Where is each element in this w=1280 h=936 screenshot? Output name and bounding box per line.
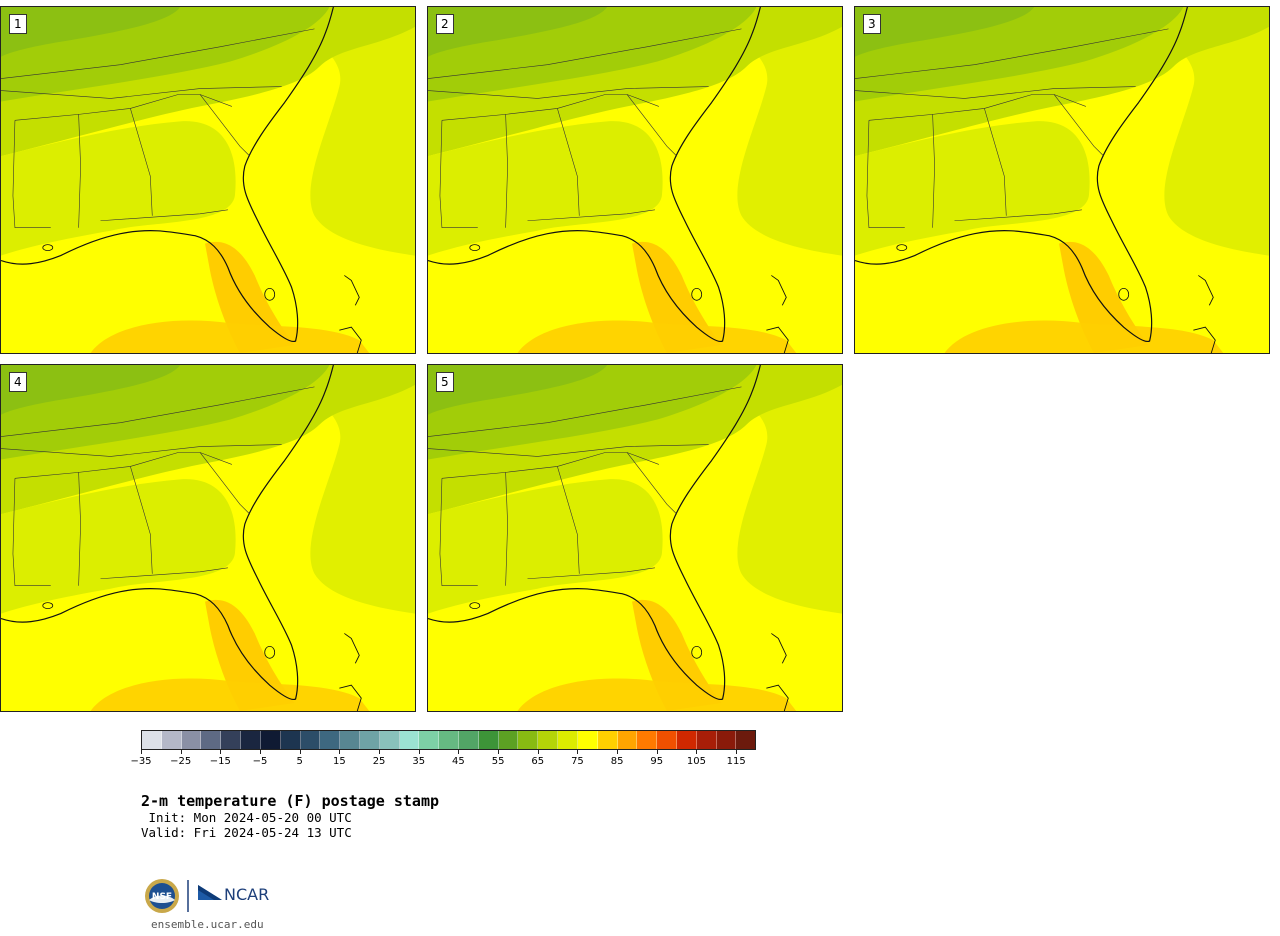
nsf-logo-icon: NSF — [145, 879, 179, 913]
tick-label: 5 — [296, 756, 303, 767]
colorbar-swatch — [142, 731, 162, 749]
colorbar-swatch — [260, 731, 281, 749]
tick-mark — [537, 750, 539, 754]
ncar-logo-icon: NCAR — [198, 885, 269, 904]
tick-mark — [418, 750, 420, 754]
colorbar-swatch — [657, 731, 677, 749]
tick-label: 35 — [412, 756, 426, 767]
tick-mark — [141, 750, 142, 754]
colorbar-swatch — [399, 731, 420, 749]
tick-mark — [379, 750, 381, 754]
colorbar-swatch — [201, 731, 222, 749]
tick-label: 115 — [726, 756, 746, 767]
colorbar-swatch — [300, 731, 321, 749]
ensemble-member-panel-4: 4 — [0, 364, 416, 712]
tick-mark — [498, 750, 500, 754]
colorbar-swatch — [538, 731, 559, 749]
tick-mark — [458, 750, 460, 754]
tick-label: 85 — [610, 756, 624, 767]
colorbar-swatch — [716, 731, 737, 749]
colorbar-swatch — [518, 731, 539, 749]
ensemble-member-panel-5: 5 — [427, 364, 843, 712]
tick-mark — [736, 750, 738, 754]
colorbar-swatch — [439, 731, 459, 749]
tick-label: 55 — [491, 756, 505, 767]
colorbar-swatch — [637, 731, 658, 749]
colorbar-swatch — [498, 731, 519, 749]
valid-time: Valid: Fri 2024-05-24 13 UTC — [141, 825, 352, 840]
temperature-map — [428, 7, 842, 353]
tick-label: −15 — [209, 756, 231, 767]
temperature-map — [428, 365, 842, 711]
tick-mark — [260, 750, 262, 754]
member-number-label: 2 — [436, 14, 454, 34]
member-number-label: 4 — [9, 372, 27, 392]
temperature-colorbar — [141, 730, 756, 750]
tick-label: 95 — [650, 756, 664, 767]
colorbar-swatch — [597, 731, 618, 749]
colorbar-swatch — [181, 731, 202, 749]
plot-title: 2-m temperature (F) postage stamp — [141, 792, 440, 810]
colorbar-swatch — [379, 731, 400, 749]
tick-label: 15 — [333, 756, 346, 767]
tick-mark — [299, 750, 301, 754]
nsf-ncar-logo: NSF NCAR — [145, 879, 269, 913]
tick-mark — [339, 750, 341, 754]
temperature-map — [1, 365, 415, 711]
tick-mark — [180, 750, 182, 754]
colorbar-swatch — [617, 731, 638, 749]
colorbar-swatch — [419, 731, 440, 749]
colorbar-swatch — [359, 731, 380, 749]
colorbar-swatch — [478, 731, 499, 749]
ensemble-member-panel-1: 1 — [0, 6, 416, 354]
colorbar-swatch — [558, 731, 578, 749]
colorbar-swatch — [676, 731, 697, 749]
temperature-map — [855, 7, 1269, 353]
tick-mark — [617, 750, 619, 754]
tick-label: −35 — [130, 756, 152, 767]
colorbar-ticks: −35 −25 −15 −5 5 15 25 35 45 55 65 75 85 95 105 115 — [130, 750, 756, 774]
tick-label: 105 — [686, 756, 707, 767]
ensemble-member-panel-2: 2 — [427, 6, 843, 354]
ncar-logo-text: NCAR — [224, 885, 269, 904]
tick-mark — [696, 750, 698, 754]
colorbar-swatch — [340, 731, 360, 749]
tick-label: 25 — [372, 756, 386, 767]
colorbar-swatch — [696, 731, 717, 749]
colorbar-swatch — [280, 731, 301, 749]
colorbar-swatch — [459, 731, 479, 749]
init-time: Init: Mon 2024-05-20 00 UTC — [141, 810, 352, 825]
colorbar-swatch — [241, 731, 261, 749]
tick-label: 75 — [571, 756, 584, 767]
tick-mark — [220, 750, 222, 754]
member-number-label: 3 — [863, 14, 881, 34]
colorbar-swatch — [577, 731, 598, 749]
member-number-label: 1 — [9, 14, 27, 34]
nsf-logo-text: NSF — [152, 892, 172, 902]
site-url: ensemble.ucar.edu — [151, 918, 264, 931]
tick-label: −5 — [252, 756, 268, 767]
tick-mark — [656, 750, 658, 754]
tick-label: 65 — [531, 756, 545, 767]
tick-mark — [577, 750, 579, 754]
colorbar-swatch — [221, 731, 242, 749]
tick-label: 45 — [452, 756, 465, 767]
temperature-map — [1, 7, 415, 353]
ensemble-member-panel-3: 3 — [854, 6, 1270, 354]
colorbar-swatch — [320, 731, 341, 749]
colorbar-swatch — [161, 731, 182, 749]
colorbar-swatch — [736, 731, 756, 749]
tick-label: −25 — [170, 756, 192, 767]
member-number-label: 5 — [436, 372, 454, 392]
